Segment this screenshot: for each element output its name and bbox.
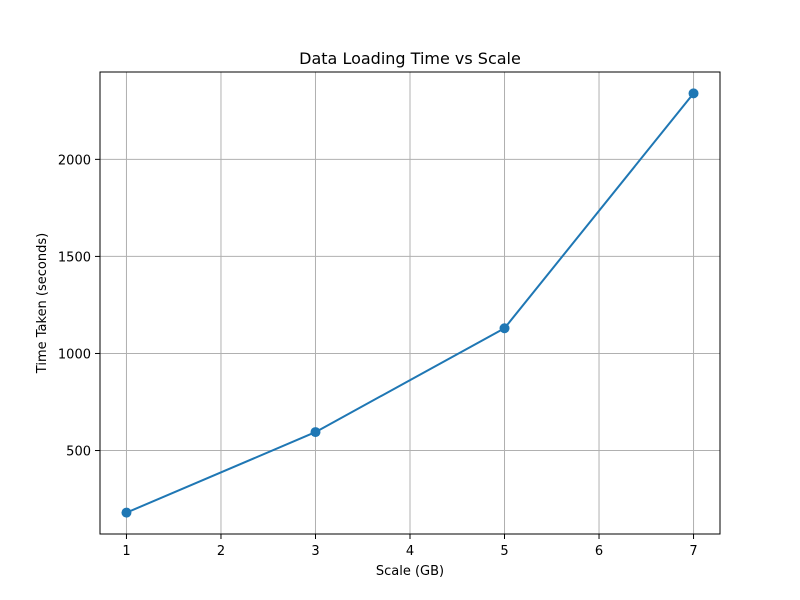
chart-title: Data Loading Time vs Scale <box>299 49 521 68</box>
y-tick-label: 1500 <box>58 250 91 265</box>
y-tick-label: 1000 <box>58 347 91 362</box>
data-point <box>121 507 132 518</box>
axis-ticks: 1 2 3 4 5 6 7 500 1000 1500 2000 <box>58 153 698 559</box>
grid <box>100 72 720 534</box>
x-tick-label: 7 <box>689 544 697 559</box>
data-point <box>499 323 510 334</box>
series-layer <box>121 88 699 518</box>
y-axis-label: Time Taken (seconds) <box>35 233 50 374</box>
y-tick-label: 500 <box>66 445 91 460</box>
data-point <box>310 427 321 438</box>
y-tick-label: 2000 <box>58 153 91 168</box>
data-point <box>688 88 699 99</box>
x-tick-label: 1 <box>122 544 130 559</box>
x-tick-label: 5 <box>500 544 508 559</box>
series-line <box>126 92 695 514</box>
x-tick-label: 4 <box>406 544 414 559</box>
x-tick-label: 2 <box>217 544 225 559</box>
x-axis-label: Scale (GB) <box>376 564 444 579</box>
x-tick-label: 3 <box>311 544 319 559</box>
x-tick-label: 6 <box>595 544 603 559</box>
